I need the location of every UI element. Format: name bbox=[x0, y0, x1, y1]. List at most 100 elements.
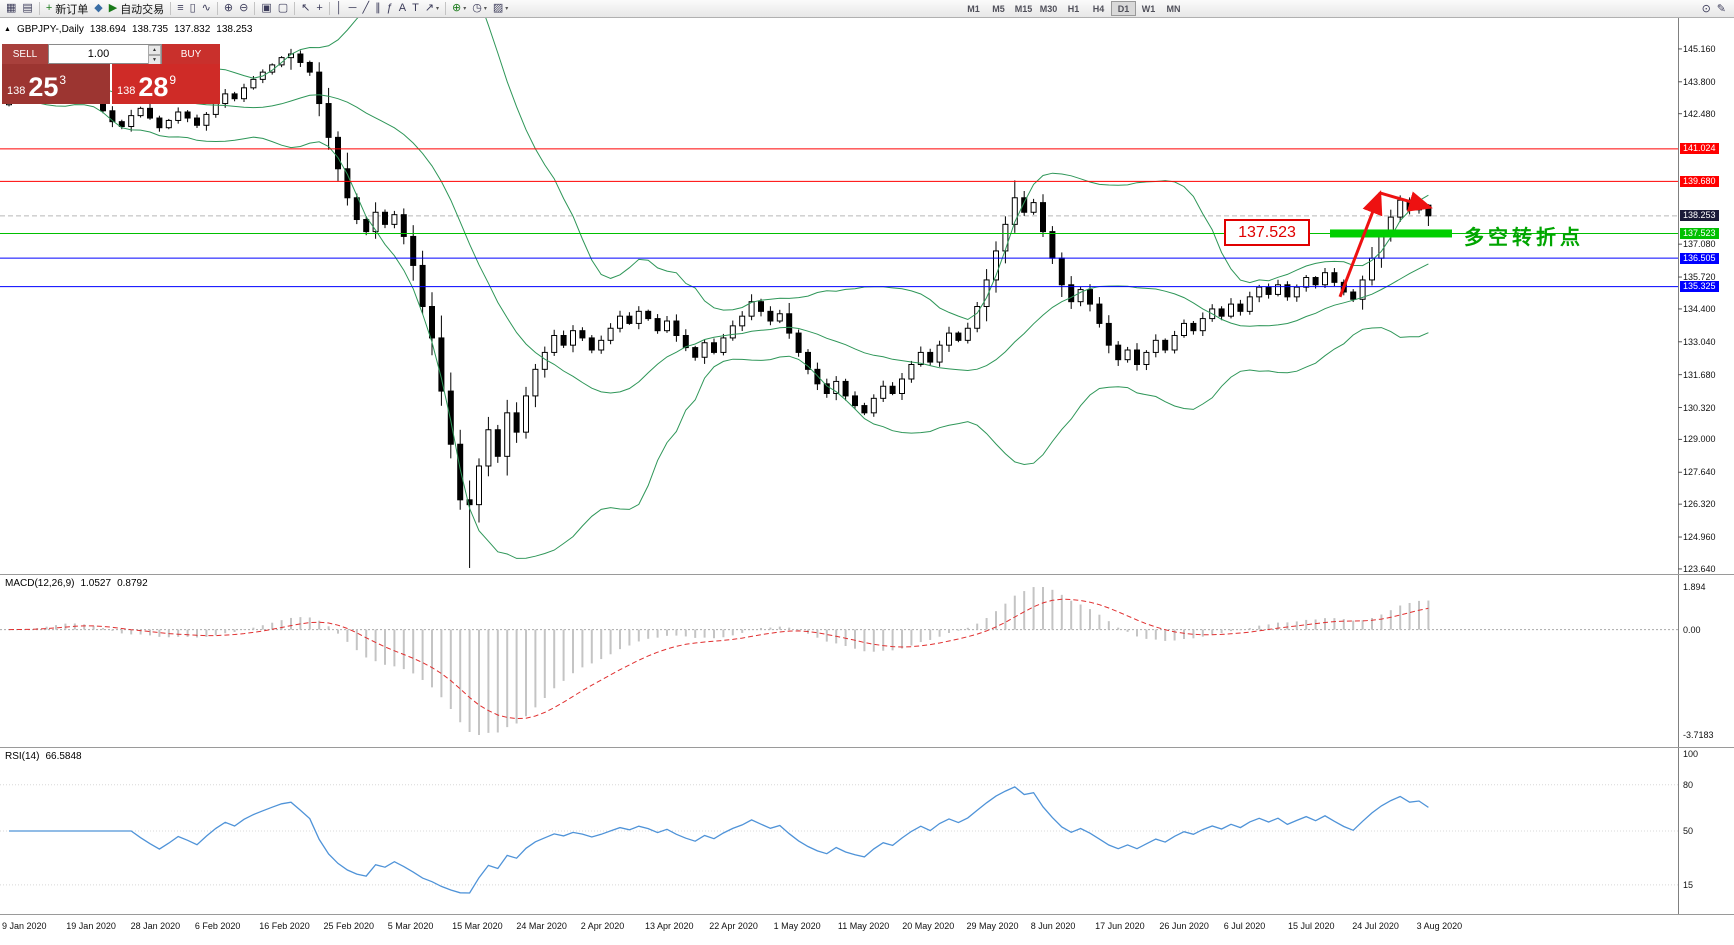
date-tick-label: 3 Aug 2020 bbox=[1416, 921, 1463, 931]
date-tick-label: 2 Apr 2020 bbox=[580, 921, 625, 931]
new-chart-button[interactable]: ▦ bbox=[3, 1, 19, 17]
search-button[interactable]: ⊙ bbox=[1699, 1, 1714, 17]
current-price-label: 138.253 bbox=[1680, 210, 1719, 222]
date-tick-label: 19 Jan 2020 bbox=[66, 921, 116, 931]
time-axis[interactable]: 9 Jan 2020 19 Jan 2020 28 Jan 2020 6 Feb 20… bbox=[0, 915, 1734, 945]
date-tick-label: 15 Jul 2020 bbox=[1288, 921, 1335, 931]
buy-button[interactable]: BUY bbox=[162, 44, 220, 64]
indicators-caret-icon[interactable]: ▾ bbox=[463, 6, 467, 12]
vertical-line-button[interactable]: │ bbox=[333, 1, 346, 17]
lot-increment-button[interactable]: ▲ bbox=[148, 45, 161, 55]
chart-shift-button[interactable]: ▢ bbox=[275, 1, 291, 17]
timeframe-h1-button[interactable]: H1 bbox=[1067, 3, 1080, 14]
buy-price-figure: 138 bbox=[117, 85, 136, 97]
date-tick-label: 26 Jun 2020 bbox=[1159, 921, 1209, 931]
templates-caret-icon[interactable]: ▾ bbox=[505, 6, 509, 12]
bollinger-bands-layer bbox=[8, 18, 1429, 559]
indicators-button[interactable]: ⊕ ▾ bbox=[449, 1, 469, 17]
toolbar-separator bbox=[216, 2, 218, 15]
toolbar-separator bbox=[294, 2, 296, 15]
zoom-out-button[interactable]: ⊖ bbox=[236, 1, 251, 17]
price-tick-label: 130.320 bbox=[1683, 402, 1716, 413]
date-tick-label: 8 Jun 2020 bbox=[1030, 921, 1076, 931]
timeframe-w1-button[interactable]: W1 bbox=[1141, 3, 1156, 14]
market-depth-button[interactable]: ◆ bbox=[91, 1, 105, 17]
macd-histogram bbox=[17, 587, 1430, 735]
trade-panel-collapse-toggle[interactable]: ▲ bbox=[4, 26, 11, 33]
candlestick-chart-button[interactable]: ▯ bbox=[187, 1, 199, 17]
candlestick-chart-icon: ▯ bbox=[189, 2, 196, 14]
periods-button[interactable]: ◷ ▾ bbox=[469, 1, 490, 17]
price-tick-label: 123.640 bbox=[1683, 563, 1716, 574]
fibonacci-button[interactable]: ƒ bbox=[384, 1, 396, 17]
periods-caret-icon[interactable]: ▾ bbox=[483, 6, 487, 12]
timeframe-m30-button[interactable]: M30 bbox=[1039, 3, 1058, 14]
line-chart-icon: ∿ bbox=[201, 2, 211, 14]
sell-button[interactable]: SELL bbox=[2, 44, 48, 64]
timeframe-d1-button[interactable]: D1 bbox=[1111, 1, 1136, 16]
candles-layer bbox=[6, 48, 1432, 568]
text-label-button[interactable]: T bbox=[409, 1, 422, 17]
timeframe-m15-button[interactable]: M15 bbox=[1014, 3, 1033, 14]
macd-axis-label: 1.894 bbox=[1683, 582, 1706, 592]
price-chart-canvas[interactable] bbox=[0, 18, 1734, 574]
macd-canvas[interactable] bbox=[0, 575, 1734, 747]
rsi-axis[interactable]: 100 80 50 15 bbox=[0, 748, 1734, 914]
trend-up-arrow[interactable] bbox=[1338, 190, 1383, 298]
timeframe-m1-button[interactable]: M1 bbox=[967, 3, 980, 14]
arrows-button[interactable]: ↗ ▾ bbox=[422, 1, 442, 17]
turning-point-label: 多空转折点 bbox=[1464, 227, 1584, 249]
line-chart-button[interactable]: ∿ bbox=[199, 1, 214, 17]
arrows-caret-icon[interactable]: ▾ bbox=[436, 6, 440, 12]
toolbar-separator bbox=[38, 2, 40, 15]
lot-size-value: 1.00 bbox=[87, 48, 110, 60]
date-tick-label: 6 Jul 2020 bbox=[1223, 921, 1266, 931]
date-tick-label: 29 May 2020 bbox=[966, 921, 1019, 931]
cursor-icon: ↖ bbox=[301, 2, 311, 14]
timeframe-m5-button[interactable]: M5 bbox=[992, 3, 1005, 14]
price-tick-label: 142.480 bbox=[1683, 108, 1716, 119]
toolbar-separator bbox=[328, 2, 330, 15]
date-tick-label: 13 Apr 2020 bbox=[645, 921, 694, 931]
price-tick-label: 126.320 bbox=[1683, 499, 1716, 510]
text-icon: A bbox=[398, 2, 407, 14]
macd-axis[interactable]: 1.894 0.00 -3.7183 bbox=[0, 575, 1734, 747]
pullback-arrow[interactable] bbox=[1379, 191, 1433, 212]
equidistant-channel-button[interactable]: ∥ bbox=[372, 1, 384, 17]
cursor-button[interactable]: ↖ bbox=[298, 1, 313, 17]
lot-size-input[interactable]: 1.00 ▲ ▼ bbox=[48, 44, 162, 65]
sell-price-button[interactable]: 138 25 3 bbox=[2, 64, 110, 104]
buy-price-button[interactable]: 138 28 9 bbox=[112, 64, 220, 104]
toolbar-separator bbox=[170, 2, 172, 15]
chart-profiles-icon: ▤ bbox=[22, 2, 33, 14]
bar-chart-button[interactable]: ≡ bbox=[174, 1, 186, 17]
annotations-layer[interactable] bbox=[1330, 190, 1452, 298]
auto-scroll-button[interactable]: ▣ bbox=[258, 1, 274, 17]
rsi-canvas[interactable] bbox=[0, 748, 1734, 914]
text-label-icon: T bbox=[412, 2, 419, 14]
new-order-button[interactable]: + 新订单 bbox=[43, 1, 91, 17]
rsi-name: RSI(14) bbox=[5, 751, 40, 762]
rsi-line bbox=[9, 786, 1429, 894]
timeframe-h4-button[interactable]: H4 bbox=[1092, 3, 1105, 14]
crosshair-button[interactable]: + bbox=[313, 1, 325, 17]
quick-edit-button[interactable]: ✎ bbox=[1714, 1, 1729, 17]
macd-axis-label: -3.7183 bbox=[1683, 730, 1714, 740]
chart-symbol-label: GBPJPY-,Daily bbox=[16, 24, 84, 35]
templates-button[interactable]: ▨ ▾ bbox=[490, 1, 511, 17]
support-level-bar[interactable] bbox=[1330, 229, 1452, 238]
auto-trading-button[interactable]: ▶ 自动交易 bbox=[106, 1, 167, 17]
price-line-label: 135.325 bbox=[1680, 281, 1719, 293]
text-button[interactable]: A bbox=[396, 1, 409, 17]
arrows-icon: ↗ bbox=[424, 2, 435, 14]
sell-price-figure: 138 bbox=[7, 85, 26, 97]
toolbar-right-group: ⊙ ✎ bbox=[1699, 1, 1729, 17]
trendline-button[interactable]: ╱ bbox=[359, 1, 372, 17]
chart-profiles-button[interactable]: ▤ bbox=[19, 1, 35, 17]
buy-price-pips: 28 bbox=[138, 72, 169, 103]
date-tick-label: 28 Jan 2020 bbox=[130, 921, 181, 931]
timeframe-mn-button[interactable]: MN bbox=[1166, 3, 1181, 14]
price-axis[interactable]: 145.160 143.800 142.480 137.080 135.720 134.4… bbox=[0, 18, 1734, 574]
zoom-in-button[interactable]: ⊕ bbox=[221, 1, 236, 17]
horizontal-line-button[interactable]: ─ bbox=[346, 1, 360, 17]
